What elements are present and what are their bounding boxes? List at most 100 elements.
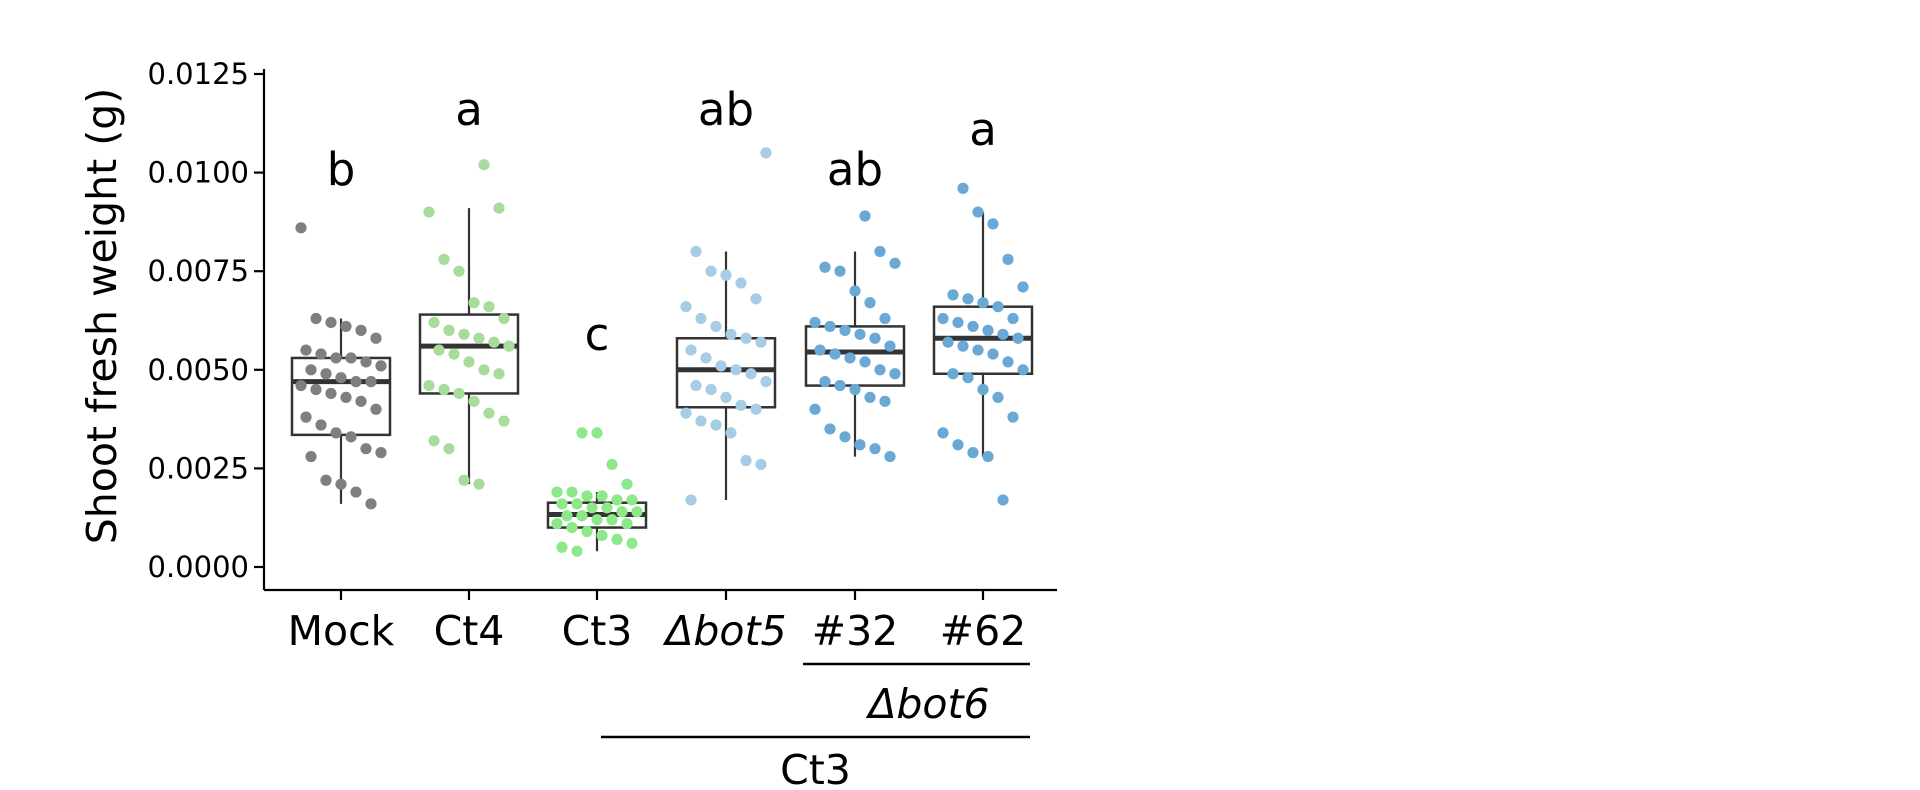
y-tick-label: 0.0000 <box>148 550 249 584</box>
data-point <box>977 383 989 396</box>
y-tick-label: 0.0075 <box>148 254 249 288</box>
data-point <box>453 265 465 277</box>
data-point <box>962 372 974 384</box>
data-point <box>947 368 959 380</box>
data-point <box>483 301 495 313</box>
x-category-label: Δbot5 <box>662 607 786 655</box>
data-point <box>947 289 959 301</box>
data-point <box>720 269 732 281</box>
data-point <box>295 222 307 234</box>
data-point <box>859 210 871 222</box>
data-point <box>839 324 851 336</box>
data-point <box>982 450 994 463</box>
data-point <box>844 352 856 364</box>
data-point <box>488 336 500 348</box>
significance-letter: c <box>585 308 610 361</box>
data-point <box>745 368 757 380</box>
data-point <box>473 332 485 344</box>
y-ticks: 0.0000 0.0025 0.0050 0.0075 0.0100 0.0125 <box>148 57 264 584</box>
data-point <box>854 439 866 451</box>
data-point <box>864 391 876 404</box>
data-point <box>992 391 1004 404</box>
data-point <box>690 245 702 258</box>
y-tick-label: 0.0025 <box>148 451 249 485</box>
data-point <box>606 458 618 471</box>
data-point <box>571 545 583 557</box>
data-point <box>551 518 563 530</box>
data-point <box>355 395 367 407</box>
data-point <box>566 521 578 534</box>
group-brackets: Δbot6 Ct3 <box>601 662 1030 790</box>
data-point <box>561 510 573 522</box>
data-point <box>345 431 357 443</box>
data-point <box>1002 253 1014 265</box>
data-point <box>473 478 485 490</box>
data-point <box>987 348 999 360</box>
data-point <box>760 376 772 388</box>
data-point <box>869 443 881 455</box>
data-point <box>740 332 752 344</box>
data-point <box>448 348 460 360</box>
data-point <box>690 379 702 392</box>
data-point <box>315 419 327 431</box>
data-point <box>335 478 347 490</box>
data-point <box>705 265 717 277</box>
data-point <box>438 253 450 265</box>
data-point <box>720 391 732 404</box>
data-point <box>695 312 707 325</box>
data-point <box>735 277 747 289</box>
data-point <box>551 486 563 498</box>
data-point <box>478 159 490 171</box>
data-point <box>715 360 727 372</box>
data-point <box>300 344 312 356</box>
data-point <box>300 411 312 423</box>
data-point <box>859 356 871 368</box>
significance-letters: b a c ab ab a <box>327 83 997 361</box>
data-point <box>596 490 608 502</box>
data-point <box>601 502 613 514</box>
data-point <box>705 383 717 396</box>
data-point <box>957 182 969 194</box>
boxes <box>290 208 1034 552</box>
data-point <box>606 514 618 526</box>
data-point <box>576 510 588 522</box>
data-point <box>992 301 1004 313</box>
data-point <box>581 525 593 538</box>
data-point <box>355 324 367 336</box>
data-point <box>824 320 836 333</box>
data-point <box>365 376 377 388</box>
x-category-label: #32 <box>812 607 899 655</box>
data-point <box>428 435 440 447</box>
data-point <box>631 506 643 518</box>
data-point <box>295 379 307 392</box>
y-axis-label: Shoot fresh weight (g) <box>78 88 126 545</box>
data-point <box>621 518 633 530</box>
data-point <box>325 387 337 400</box>
data-point <box>340 320 352 333</box>
data-point <box>498 312 510 325</box>
data-point <box>755 336 767 348</box>
data-point <box>365 498 377 510</box>
data-point <box>1017 364 1029 376</box>
data-point <box>967 447 979 459</box>
data-point <box>626 494 638 506</box>
data-point <box>730 364 742 376</box>
data-point <box>889 257 901 269</box>
data-point <box>360 443 372 455</box>
data-point <box>869 332 881 344</box>
data-point <box>556 498 568 510</box>
y-tick-label: 0.0100 <box>148 156 249 190</box>
data-point <box>809 403 821 415</box>
data-point <box>438 383 450 396</box>
data-point <box>962 293 974 305</box>
data-point <box>478 364 490 376</box>
data-point <box>982 324 994 336</box>
data-point <box>1002 356 1014 368</box>
data-point <box>503 340 515 352</box>
data-point <box>571 498 583 510</box>
y-tick-label: 0.0050 <box>148 353 249 387</box>
data-point <box>350 486 362 498</box>
data-point <box>829 348 841 360</box>
data-point <box>997 494 1009 506</box>
